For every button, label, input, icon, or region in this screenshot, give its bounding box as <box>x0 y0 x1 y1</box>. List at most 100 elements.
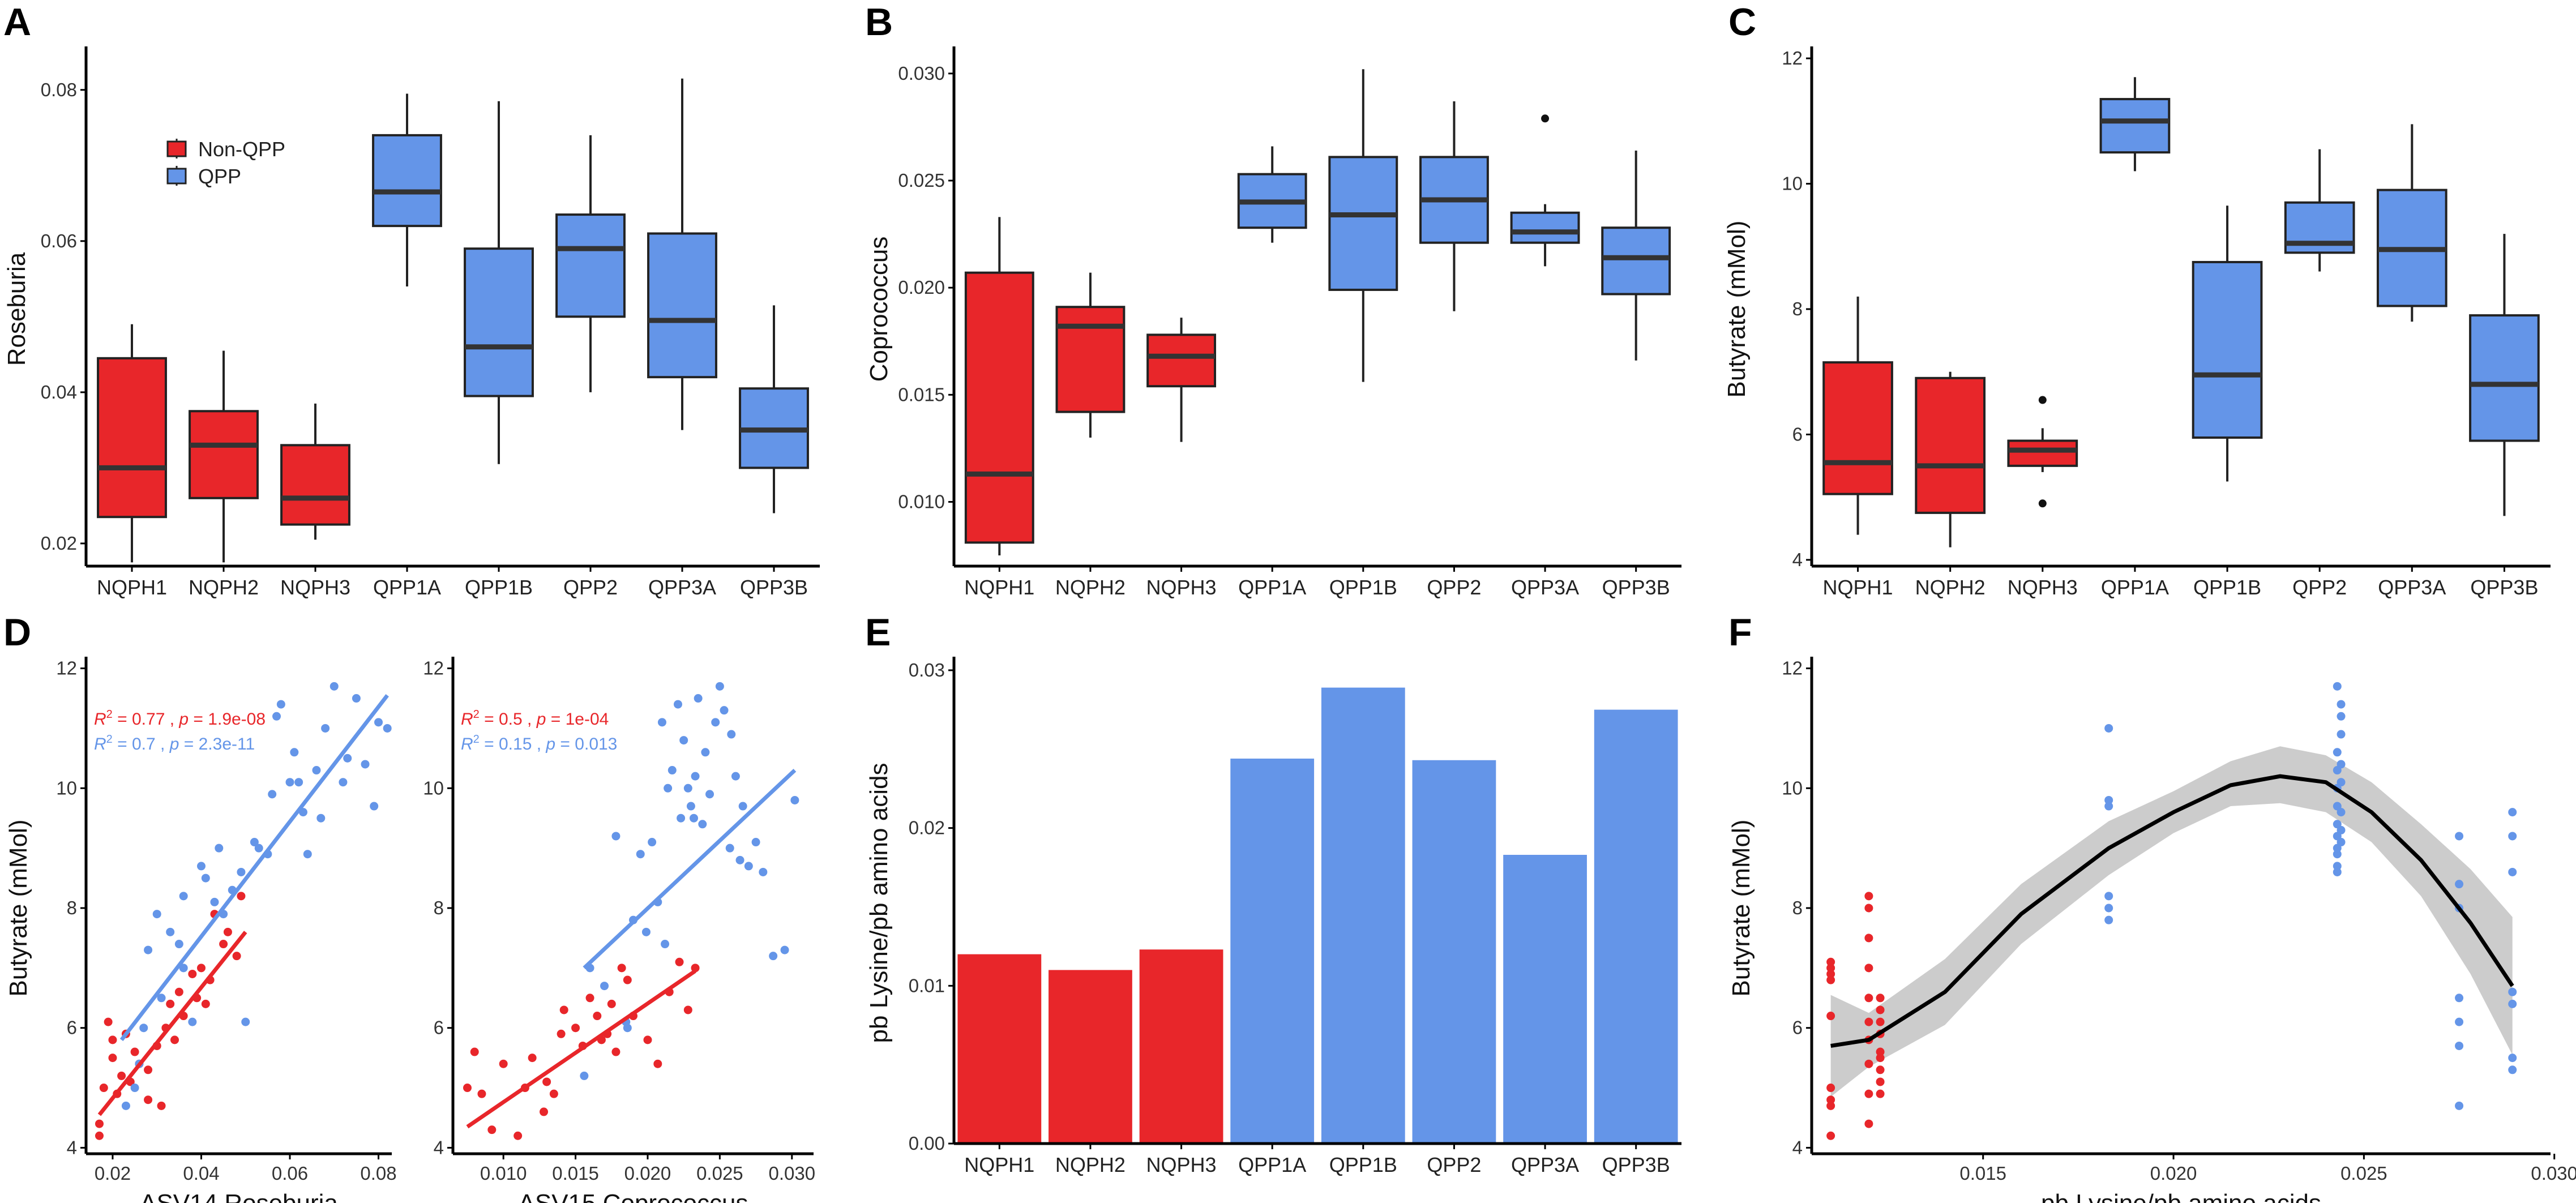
x-category-label: NQPH1 <box>964 576 1034 599</box>
x-category-label: QPP3B <box>1602 576 1670 599</box>
stat-text: = <box>179 735 198 754</box>
legend: Non-QPP QPP <box>166 138 285 188</box>
point-nonqpp <box>108 1054 117 1063</box>
point-qpp <box>2337 838 2346 847</box>
point-qpp <box>2337 808 2346 817</box>
stat-annotation-qpp: R2 = 0.15 , p = 0.013 <box>461 733 617 754</box>
stat-text: R <box>94 735 106 754</box>
point-qpp <box>316 814 326 823</box>
point-nonqpp <box>1826 1101 1835 1110</box>
point-qpp <box>673 700 682 709</box>
x-category-label: QPP3B <box>2470 576 2538 599</box>
point-nonqpp <box>675 957 684 966</box>
point-qpp <box>374 718 383 727</box>
point-qpp <box>2333 748 2342 757</box>
box-nqph2 <box>189 410 259 499</box>
point-nonqpp <box>1826 1131 1835 1140</box>
legend-qpp-swatch <box>166 168 187 185</box>
point-qpp <box>130 1084 139 1093</box>
point-qpp <box>139 1024 148 1033</box>
point-nonqpp <box>104 1017 113 1026</box>
y-tick-label: 0.020 <box>898 277 945 298</box>
point-nonqpp <box>1826 969 1835 978</box>
y-tick-label: 0.02 <box>909 817 945 838</box>
x-category-label: QPP1B <box>1329 576 1397 599</box>
point-qpp <box>201 874 210 883</box>
point-nonqpp <box>623 975 632 984</box>
chart-lysine-butyrate-smooth: 4 6 8 10 12 0.015 0.020 0.025 0.030 Butyrate (mMo… <box>1727 657 2576 1203</box>
stat-text: R <box>94 710 106 729</box>
x-tick-label: 0.030 <box>2531 1163 2576 1184</box>
bar-qpp1b <box>1321 687 1405 1144</box>
point-nonqpp <box>1864 1017 1873 1026</box>
bar-qpp3b <box>1594 709 1678 1144</box>
x-tick-label: 0.015 <box>1959 1163 2006 1184</box>
stat-text: p <box>169 735 179 754</box>
point-qpp <box>215 844 224 853</box>
point-qpp <box>2455 1101 2464 1110</box>
point-qpp <box>580 1071 589 1080</box>
point-qpp <box>648 838 657 847</box>
point-qpp <box>2333 862 2342 871</box>
point-qpp <box>2455 880 2464 889</box>
point-qpp <box>2104 892 2113 901</box>
x-category-label: NQPH3 <box>1146 576 1217 599</box>
point-qpp <box>237 867 246 876</box>
y-tick-label: 8 <box>434 897 444 918</box>
bar-qpp2 <box>1412 760 1496 1144</box>
y-tick-label: 12 <box>56 658 77 679</box>
point-nonqpp <box>1864 994 1873 1003</box>
point-qpp <box>330 682 339 691</box>
point-nonqpp <box>174 987 183 996</box>
point-nonqpp <box>99 1084 108 1093</box>
point-qpp <box>694 694 703 703</box>
y-tick-label: 12 <box>1782 48 1803 69</box>
point-qpp <box>2455 994 2464 1003</box>
y-tick-label: 6 <box>67 1017 77 1038</box>
point-qpp <box>2337 730 2346 739</box>
x-category-label: NQPH2 <box>1915 576 1986 599</box>
box-qpp1b <box>464 247 534 397</box>
x-category-label: QPP1A <box>2101 576 2169 599</box>
x-category-label: QPP1B <box>1329 1153 1397 1176</box>
x-category-label: NQPH3 <box>2008 576 2078 599</box>
stat-text: , <box>165 710 179 729</box>
stat-text: = <box>113 735 132 754</box>
x-tick-label: 0.025 <box>2340 1163 2387 1184</box>
point-qpp <box>383 723 392 733</box>
y-axis-title: Roseburia <box>3 252 31 366</box>
point-nonqpp <box>144 1095 153 1104</box>
point-qpp <box>2104 904 2113 913</box>
point-qpp <box>276 700 285 709</box>
point-qpp <box>683 784 692 793</box>
superscript: 2 <box>473 733 480 746</box>
y-tick-label: 12 <box>423 658 444 679</box>
stat-text: 2.3e-11 <box>199 735 255 754</box>
x-tick-label: 0.08 <box>360 1163 396 1184</box>
box-qpp1b <box>2192 260 2263 439</box>
point-qpp <box>751 838 760 847</box>
point-nonqpp <box>237 892 246 901</box>
y-tick-label: 10 <box>423 777 444 798</box>
point-qpp <box>664 784 673 793</box>
bar-nqph1 <box>957 954 1042 1144</box>
y-tick-label: 8 <box>1792 298 1803 319</box>
point-nonqpp <box>95 1119 104 1128</box>
outlier-point <box>2038 396 2047 404</box>
point-nonqpp <box>188 969 197 978</box>
point-qpp <box>294 778 303 787</box>
point-nonqpp <box>487 1125 497 1134</box>
x-category-label: NQPH1 <box>1823 576 1893 599</box>
point-qpp <box>790 795 799 804</box>
chart-roseburia-butyrate-scatter: 4 6 8 10 12 0.02 0.04 0.06 0.08 Butyrate (mMol) AS… <box>5 657 397 1203</box>
point-nonqpp <box>223 927 232 936</box>
stat-annotation-qpp: R2 = 0.7 , p = 2.3e-11 <box>94 733 255 754</box>
point-qpp <box>2337 778 2346 787</box>
y-tick-label: 12 <box>1782 658 1803 679</box>
point-qpp <box>2508 1054 2517 1063</box>
point-qpp <box>667 766 677 775</box>
x-category-label: QPP1B <box>465 576 533 599</box>
point-qpp <box>144 945 153 954</box>
x-category-label: QPP1A <box>1238 1153 1306 1176</box>
